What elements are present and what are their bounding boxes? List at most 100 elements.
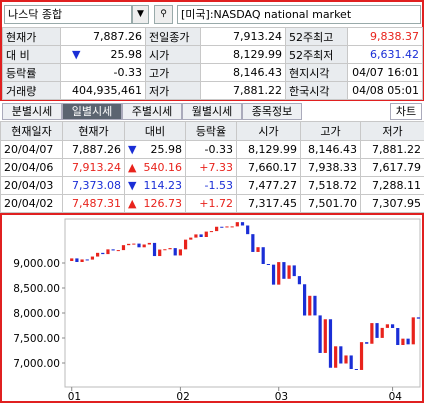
candle	[231, 226, 234, 227]
cell: 7,487.31	[63, 195, 125, 213]
candle	[205, 232, 208, 237]
cell: 7,317.45	[237, 195, 301, 213]
candle	[122, 245, 125, 250]
candle	[163, 249, 166, 250]
search-box[interactable]: 나스닥 종합	[4, 5, 132, 24]
label: 거래량	[3, 82, 61, 100]
up-arrow: ▲	[128, 161, 136, 174]
candle	[215, 227, 218, 231]
cell-value: 114.23	[144, 179, 183, 192]
value: 7,881.22	[201, 82, 286, 100]
candle	[319, 315, 322, 353]
candle	[287, 265, 290, 278]
candle	[303, 284, 306, 315]
cell: 7,887.26	[63, 141, 125, 159]
y-tick-label: 8,000.00	[13, 308, 60, 320]
cell: 20/04/02	[1, 195, 63, 213]
candle	[267, 264, 270, 265]
candle	[127, 244, 130, 245]
candle	[360, 342, 363, 370]
tab[interactable]: 주별시세	[122, 103, 182, 120]
column-header: 저가	[361, 122, 424, 141]
column-header: 등락율	[186, 122, 237, 141]
candle	[293, 265, 296, 276]
candle	[132, 244, 135, 245]
candle	[272, 265, 275, 285]
value: 7,913.24	[201, 28, 286, 46]
down-arrow: ▼	[64, 48, 80, 61]
label: 고가	[146, 64, 201, 82]
tab[interactable]: 일별시세	[62, 103, 122, 120]
label: 전일종가	[146, 28, 201, 46]
x-tick-label: 04	[389, 391, 403, 401]
candle	[350, 355, 353, 369]
label: 52주최고	[286, 28, 348, 46]
candle	[137, 244, 140, 248]
candle	[236, 222, 239, 226]
label: 현지시각	[286, 64, 348, 82]
column-header: 고가	[301, 122, 361, 141]
cell: 8,129.99	[237, 141, 301, 159]
cell-value: 25.98	[151, 143, 183, 156]
label: 시가	[146, 46, 201, 64]
chart: 7,000.007,500.008,000.008,500.009,000.00…	[2, 215, 422, 401]
candle	[101, 253, 104, 254]
candle	[70, 258, 73, 261]
dropdown[interactable]: ▼	[132, 5, 149, 24]
candle	[308, 296, 311, 316]
value: 8,146.43	[201, 64, 286, 82]
candle	[80, 259, 83, 262]
cell-value: 540.16	[144, 161, 183, 174]
candle	[241, 222, 244, 225]
chart-button[interactable]: 차트	[390, 103, 422, 120]
column-header: 현재일자	[1, 122, 63, 141]
cell: 7,881.22	[361, 141, 424, 159]
y-tick-label: 7,000.00	[13, 358, 60, 370]
candle	[251, 234, 254, 252]
column-header: 시가	[237, 122, 301, 141]
tab[interactable]: 분별시세	[2, 103, 62, 120]
candle	[370, 323, 373, 344]
cell: 20/04/07	[1, 141, 63, 159]
candle	[381, 328, 384, 338]
label: 한국시각	[286, 82, 348, 100]
tab[interactable]: 종목정보	[242, 103, 302, 120]
candle	[148, 243, 151, 245]
tab[interactable]: 월별시세	[182, 103, 242, 120]
candle	[168, 248, 171, 249]
search-button[interactable]: ⚲	[154, 5, 173, 24]
candle	[194, 234, 197, 237]
column-header: 현재가	[63, 122, 125, 141]
down-arrow: ▼	[128, 179, 136, 192]
cell: ▲ 540.16	[125, 159, 186, 177]
candle	[200, 234, 203, 237]
candle	[406, 339, 409, 345]
candle	[355, 369, 358, 370]
column-header: 대비	[125, 122, 186, 141]
value: 25.98	[111, 48, 143, 61]
value: 7,887.26	[61, 28, 146, 46]
candle	[153, 243, 156, 256]
candle	[417, 317, 420, 318]
value: 404,935,461	[61, 82, 146, 100]
label: 대 비	[3, 46, 61, 64]
y-tick-label: 9,000.00	[13, 258, 60, 270]
candle	[344, 355, 347, 363]
cell: 7,307.95	[361, 195, 424, 213]
candle	[225, 226, 228, 227]
cell: ▲126.73	[125, 195, 186, 213]
cell: 7,373.08	[63, 177, 125, 195]
candle	[339, 346, 342, 363]
cell: 8,146.43	[301, 141, 361, 159]
cell: 7,938.33	[301, 159, 361, 177]
candle	[329, 319, 332, 368]
candle	[334, 346, 337, 367]
x-tick-label: 02	[176, 391, 189, 401]
cell: ▼25.98	[125, 141, 186, 159]
cell: -1.53	[186, 177, 237, 195]
candle	[246, 226, 249, 235]
cell: 7,660.17	[237, 159, 301, 177]
